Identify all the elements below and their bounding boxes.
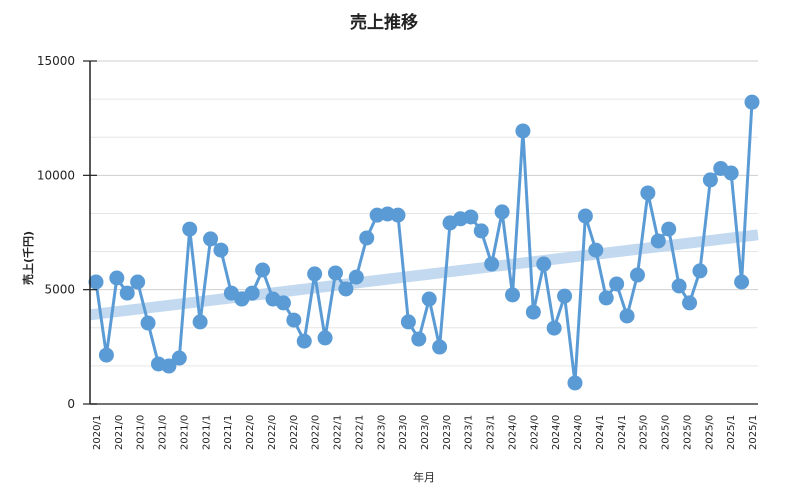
x-tick-label: 2025/0 bbox=[639, 415, 650, 450]
x-tick-label: 2022/1 bbox=[354, 415, 365, 450]
x-tick-label: 2021/0 bbox=[114, 415, 125, 450]
data-point bbox=[473, 223, 489, 239]
data-point bbox=[88, 274, 104, 290]
data-point bbox=[463, 209, 479, 225]
x-tick-label: 2024/0 bbox=[507, 415, 518, 450]
x-tick-label: 2021/1 bbox=[223, 415, 234, 450]
data-point bbox=[130, 274, 146, 290]
x-tick-label: 2021/0 bbox=[158, 415, 169, 450]
data-point bbox=[432, 339, 448, 355]
data-point bbox=[536, 256, 552, 272]
data-point bbox=[359, 230, 375, 246]
data-point bbox=[494, 204, 510, 220]
x-tick-label: 2024/0 bbox=[573, 415, 584, 450]
data-point bbox=[255, 262, 271, 278]
x-tick-label: 2024/0 bbox=[551, 415, 562, 450]
x-tick-label: 2023/0 bbox=[376, 415, 387, 450]
x-tick-label: 2021/1 bbox=[201, 415, 212, 450]
x-tick-label: 2021/0 bbox=[179, 415, 190, 450]
chart-title: 売上推移 bbox=[350, 12, 418, 33]
data-point bbox=[588, 242, 604, 258]
data-point bbox=[109, 270, 125, 286]
data-point bbox=[192, 314, 208, 330]
y-tick-label: 0 bbox=[67, 397, 75, 411]
data-point bbox=[609, 276, 625, 292]
data-point bbox=[650, 233, 666, 249]
data-point bbox=[525, 304, 541, 320]
data-point bbox=[640, 185, 656, 201]
x-tick-label: 2025/1 bbox=[748, 415, 759, 450]
data-point bbox=[567, 375, 583, 391]
data-point bbox=[557, 288, 573, 304]
data-point bbox=[390, 207, 406, 223]
data-point bbox=[338, 281, 354, 297]
x-tick-label: 2023/0 bbox=[442, 415, 453, 450]
x-tick-label: 2023/0 bbox=[420, 415, 431, 450]
series-path bbox=[94, 102, 754, 385]
data-point bbox=[203, 231, 219, 247]
x-tick-label: 2023/0 bbox=[398, 415, 409, 450]
x-tick-label: 2023/1 bbox=[486, 415, 497, 450]
data-point bbox=[317, 330, 333, 346]
x-tick-label: 2021/0 bbox=[136, 415, 147, 450]
x-tick-label: 2024/0 bbox=[529, 415, 540, 450]
x-tick-label: 2025/1 bbox=[726, 415, 737, 450]
data-point bbox=[213, 242, 229, 258]
data-point bbox=[348, 269, 364, 285]
data-point bbox=[598, 290, 614, 306]
data-point bbox=[671, 278, 687, 294]
data-point bbox=[682, 295, 698, 311]
x-tick-label: 2022/1 bbox=[333, 415, 344, 450]
data-point bbox=[327, 265, 343, 281]
data-point bbox=[744, 94, 760, 110]
data-point bbox=[546, 320, 562, 336]
x-tick-label: 2020/1 bbox=[92, 415, 103, 450]
x-tick-label: 2025/0 bbox=[661, 415, 672, 450]
x-tick-label: 2022/0 bbox=[245, 415, 256, 450]
data-point bbox=[421, 291, 437, 307]
x-tick-label: 2023/1 bbox=[464, 415, 475, 450]
x-tick-label: 2025/0 bbox=[704, 415, 715, 450]
x-tick-label: 2025/0 bbox=[682, 415, 693, 450]
data-point bbox=[505, 287, 521, 303]
series-line bbox=[88, 94, 760, 391]
data-point bbox=[619, 308, 635, 324]
data-point bbox=[140, 315, 156, 331]
y-tick-label: 5000 bbox=[44, 283, 75, 297]
data-point bbox=[171, 350, 187, 366]
data-point bbox=[119, 285, 135, 301]
data-point bbox=[692, 263, 708, 279]
data-point bbox=[484, 256, 500, 272]
data-point bbox=[296, 333, 312, 349]
data-point bbox=[661, 221, 677, 237]
data-point bbox=[577, 208, 593, 224]
y-tick-labels: 0 5000 10000 15000 bbox=[37, 54, 75, 411]
y-tick-label: 10000 bbox=[37, 168, 75, 182]
data-point bbox=[400, 314, 416, 330]
data-point bbox=[275, 295, 291, 311]
data-point bbox=[161, 358, 177, 374]
data-point bbox=[307, 266, 323, 282]
x-tick-label: 2022/0 bbox=[267, 415, 278, 450]
data-point bbox=[702, 172, 718, 188]
data-point bbox=[411, 331, 427, 347]
data-point bbox=[515, 123, 531, 139]
data-point bbox=[244, 285, 260, 301]
y-tick-label: 15000 bbox=[37, 54, 75, 68]
axes bbox=[83, 60, 758, 405]
x-tick-label: 2024/1 bbox=[617, 415, 628, 450]
y-axis-label: 売上(千円) bbox=[21, 231, 35, 285]
data-point bbox=[629, 267, 645, 283]
data-point bbox=[723, 165, 739, 181]
data-point bbox=[98, 347, 114, 363]
data-point bbox=[182, 221, 198, 237]
data-point bbox=[734, 274, 750, 290]
data-point bbox=[286, 312, 302, 328]
x-tick-label: 2022/0 bbox=[311, 415, 322, 450]
x-tick-label: 2022/0 bbox=[289, 415, 300, 450]
x-tick-label: 2024/1 bbox=[595, 415, 606, 450]
x-tick-labels: 2020/1 2021/0 2021/0 2021/0 2021/0 2021/1 2021… bbox=[92, 415, 759, 450]
x-axis-label: 年月 bbox=[413, 470, 435, 484]
